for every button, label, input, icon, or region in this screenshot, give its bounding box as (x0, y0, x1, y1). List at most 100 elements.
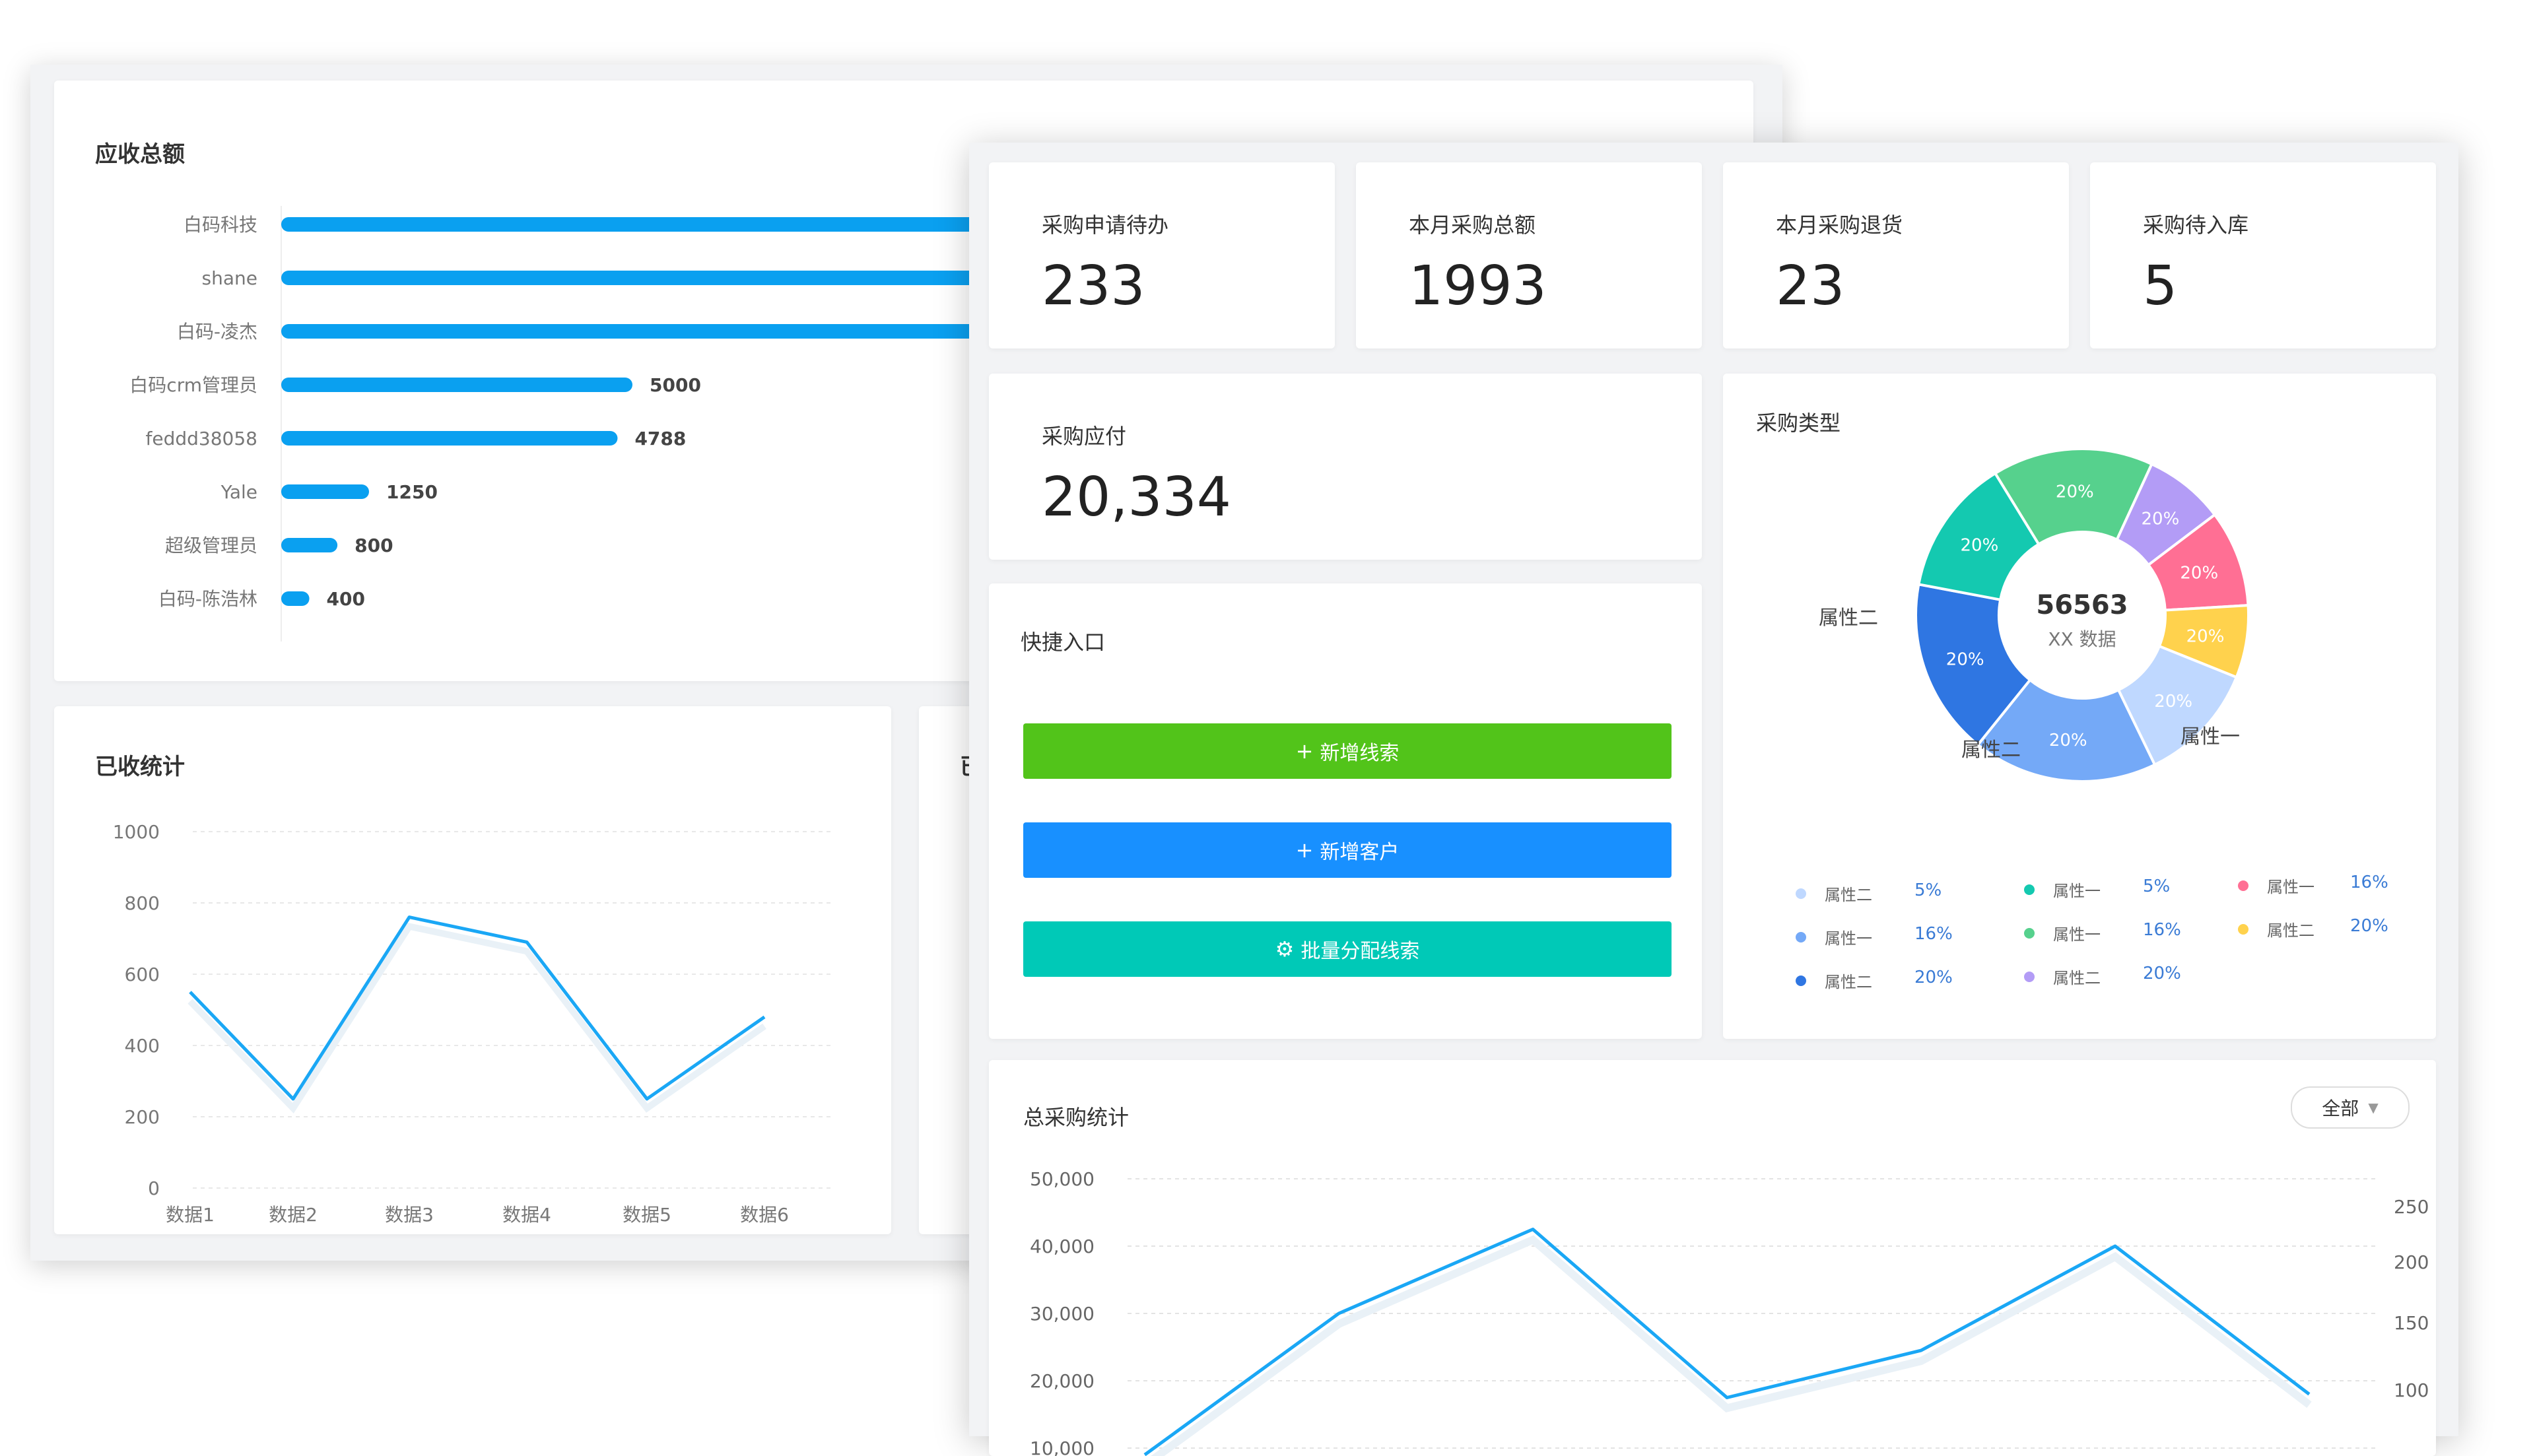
y2-tick-label: 100 (2394, 1379, 2429, 1401)
y-tick-label: 30,000 (1030, 1303, 1095, 1325)
legend-dot (1796, 976, 1806, 986)
legend-label: 属性二 (2053, 965, 2101, 988)
bar-category-label: 白码-陈浩林 (158, 588, 257, 610)
button-label: 新增客户 (1320, 836, 1399, 865)
stat-value: 20,334 (1042, 466, 1231, 529)
legend-value: 5% (2143, 877, 2170, 896)
legend-item[interactable]: 属性一 (1796, 925, 1872, 948)
y-tick-label: 600 (125, 964, 160, 985)
legend-label: 属性一 (2267, 874, 2315, 897)
stat-card-purchase-pending[interactable]: 采购申请待办 233 (989, 162, 1335, 348)
legend-item[interactable]: 属性一 (2238, 874, 2315, 897)
legend-label: 属性一 (2053, 878, 2101, 901)
bar (281, 324, 1054, 339)
stat-card-payable[interactable]: 采购应付 20,334 (989, 374, 1702, 560)
y2-tick-label: 200 (2394, 1251, 2429, 1273)
bar-category-label: shane (202, 267, 257, 289)
y-tick-label: 40,000 (1030, 1236, 1095, 1257)
stat-card-monthly-total[interactable]: 本月采购总额 1993 (1356, 162, 1702, 348)
stat-card-pending-warehouse[interactable]: 采购待入库 5 (2090, 162, 2436, 348)
x-tick-label: 数据6 (740, 1204, 789, 1226)
legend-item[interactable]: 属性二 (1796, 969, 1872, 992)
legend-item[interactable]: 属性二 (2024, 965, 2101, 988)
received-line-chart: 0 200 400 600 800 1000 数据1 数据2 数据3 数据4 数据5 数据6 (54, 706, 891, 1234)
add-lead-button[interactable]: + 新增线索 (1023, 723, 1672, 779)
batch-assign-leads-button[interactable]: ⚙ 批量分配线索 (1023, 921, 1672, 977)
bar-value-label: 5000 (650, 374, 701, 396)
stat-label: 采购应付 (1042, 420, 1126, 450)
x-tick-label: 数据5 (623, 1204, 671, 1226)
y-tick-label: 10,000 (1030, 1438, 1095, 1456)
legend-dot (2024, 884, 2035, 895)
legend-label: 属性二 (2267, 917, 2315, 941)
plus-icon: + (1296, 739, 1314, 764)
legend-dot (2238, 880, 2248, 891)
bar (281, 591, 310, 606)
stat-value: 23 (1776, 255, 1844, 317)
plus-icon: + (1296, 838, 1314, 863)
y-tick-label: 0 (148, 1177, 160, 1199)
y-tick-label: 400 (125, 1035, 160, 1057)
y2-tick-label: 150 (2394, 1312, 2429, 1334)
bar-category-label: Yale (220, 481, 257, 503)
y-tick-label: 800 (125, 892, 160, 914)
line-shadow (1145, 1240, 2309, 1456)
legend-item[interactable]: 属性一 (2024, 878, 2101, 901)
stat-label: 采购申请待办 (1042, 209, 1168, 239)
bar-category-label: 超级管理员 (165, 535, 257, 556)
legend-dot (1796, 888, 1806, 899)
x-tick-label: 数据4 (502, 1204, 551, 1226)
add-customer-button[interactable]: + 新增客户 (1023, 822, 1672, 878)
legend-item[interactable]: 属性一 (2024, 921, 2101, 944)
total-purchase-line-chart: 50,00040,00030,00020,00010,0001001502002… (989, 1060, 2436, 1456)
bar-value-label: 1250 (386, 481, 438, 503)
legend-value: 16% (2350, 873, 2388, 892)
legend-value: 16% (1914, 924, 1953, 944)
quick-entry-card: 快捷入口 + 新增线索 + 新增客户 ⚙ 批量分配线索 (989, 583, 1702, 1039)
x-tick-label: 数据2 (269, 1204, 318, 1226)
bar-value-label: 400 (327, 588, 365, 610)
bar-value-label: 4788 (634, 428, 686, 449)
stat-label: 本月采购总额 (1409, 209, 1536, 239)
button-label: 批量分配线索 (1301, 935, 1419, 964)
x-tick-label: 数据3 (385, 1204, 434, 1226)
stat-card-monthly-return[interactable]: 本月采购退货 23 (1723, 162, 2069, 348)
gear-icon: ⚙ (1275, 937, 1295, 962)
legend-item[interactable]: 属性二 (2238, 917, 2315, 941)
x-tick-label: 数据1 (166, 1204, 215, 1226)
y-tick-label: 200 (125, 1106, 160, 1128)
bar (281, 378, 632, 392)
front-dashboard-panel: 采购申请待办 233 本月采购总额 1993 本月采购退货 23 采购待入库 5… (969, 143, 2458, 1436)
bar-category-label: 白码-凌杰 (177, 321, 257, 343)
legend-item[interactable]: 属性二 (1796, 882, 1872, 905)
bar-value-label: 800 (355, 535, 393, 556)
y-tick-label: 50,000 (1030, 1168, 1095, 1190)
legend-dot (2024, 928, 2035, 939)
stat-value: 1993 (1409, 255, 1547, 317)
legend-dot (1796, 932, 1806, 943)
bar-category-label: 白码科技 (184, 214, 257, 236)
bar (281, 431, 617, 446)
legend-label: 属性一 (2053, 921, 2101, 944)
line-series (190, 917, 764, 1099)
stat-value: 233 (1042, 255, 1145, 317)
y-tick-label: 1000 (113, 821, 160, 843)
legend-dot (2024, 972, 2035, 982)
legend-value: 16% (2143, 920, 2181, 940)
button-label: 新增线索 (1320, 737, 1399, 766)
stat-label: 本月采购退货 (1776, 209, 1903, 239)
bar (281, 538, 337, 552)
stat-label: 采购待入库 (2143, 209, 2248, 239)
legend-label: 属性二 (1825, 882, 1872, 905)
bar-category-label: 白码crm管理员 (129, 374, 257, 396)
y-tick-label: 20,000 (1030, 1370, 1095, 1392)
legend-value: 20% (2350, 916, 2388, 936)
bar-category-label: feddd38058 (146, 428, 257, 449)
quick-entry-title: 快捷入口 (1021, 626, 1105, 656)
bar (281, 484, 369, 499)
legend-dot (2238, 924, 2248, 935)
